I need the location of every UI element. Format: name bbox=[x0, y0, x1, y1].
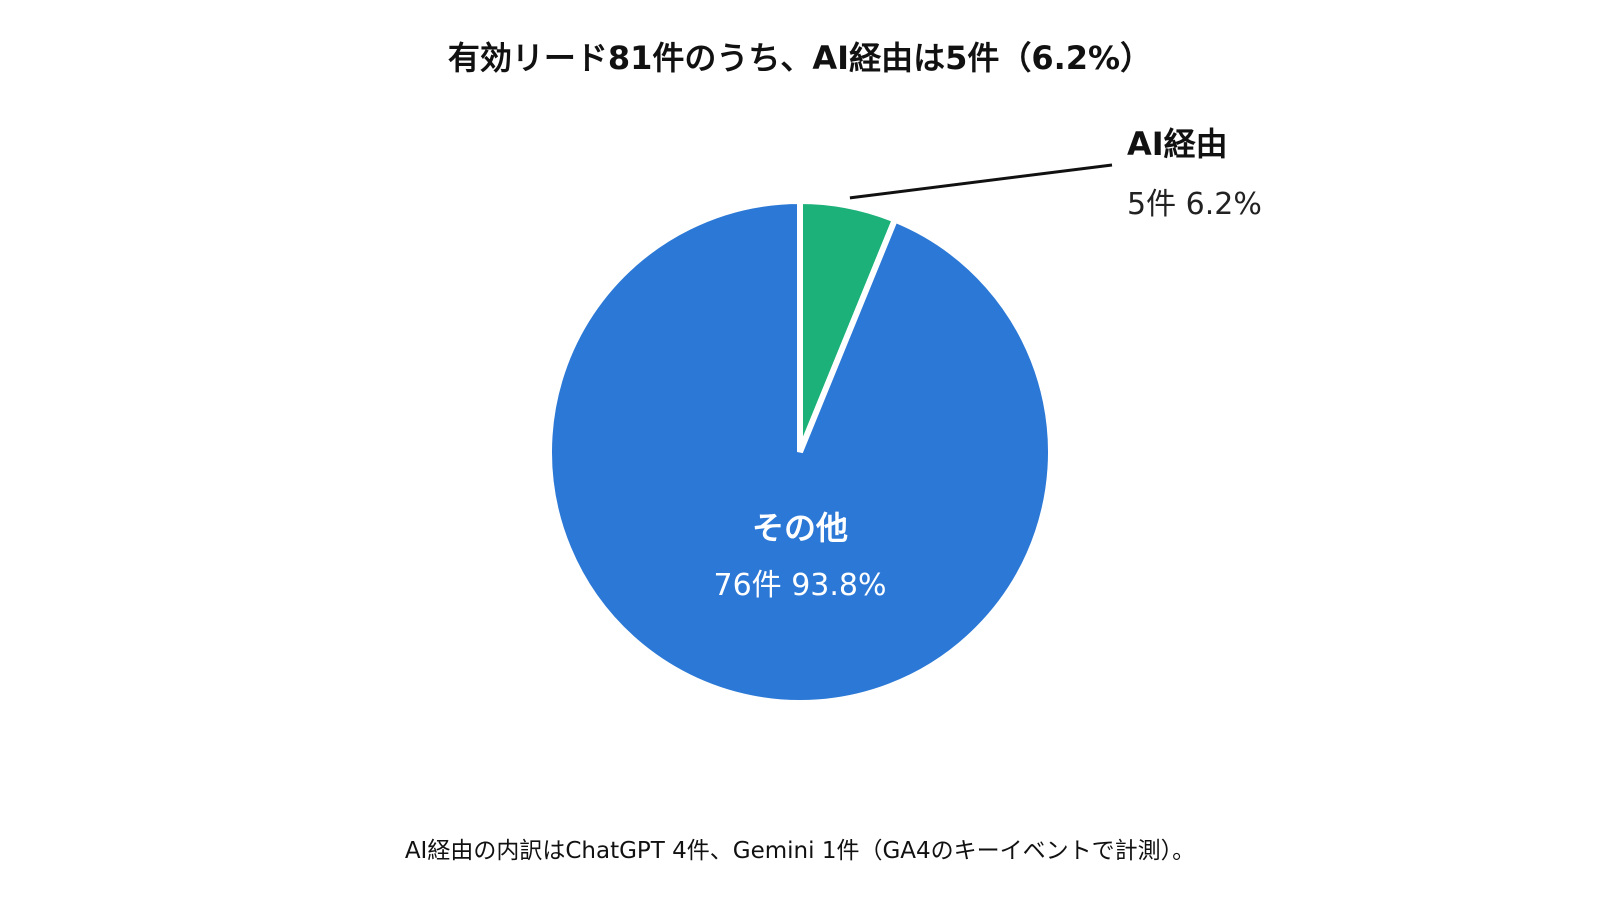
slice-name-label: その他 bbox=[752, 509, 848, 547]
pie-slices bbox=[546, 197, 1054, 706]
slice-value-label: 76件 93.8% bbox=[713, 568, 886, 603]
chart-footnote: AI経由の内訳はChatGPT 4件、Gemini 1件（GA4のキーイベントで… bbox=[404, 838, 1196, 864]
pie-labels: AI経由 5件 6.2% その他 76件 93.8% bbox=[713, 125, 1261, 603]
pie-slice-2 bbox=[546, 197, 1054, 706]
slice-name-label: AI経由 bbox=[1127, 125, 1228, 163]
leader-line-1 bbox=[849, 163, 1113, 200]
slice-value-label: 5件 6.2% bbox=[1127, 187, 1262, 222]
chart-title: 有効リード81件のうち、AI経由は5件（6.2%） bbox=[447, 39, 1153, 77]
